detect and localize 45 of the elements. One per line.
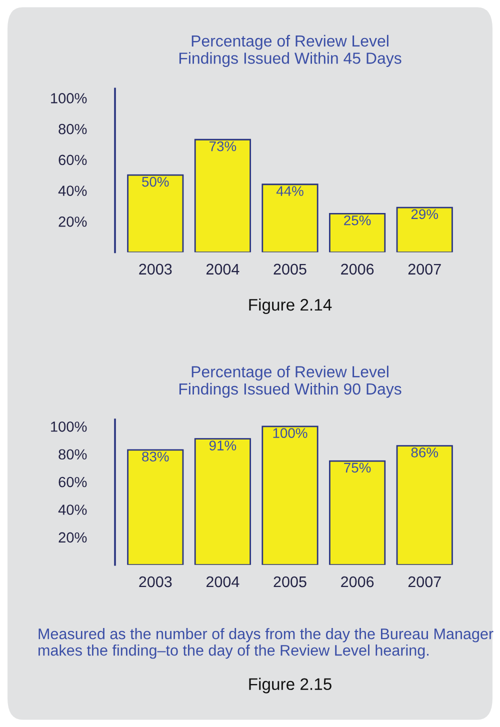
x-tick-label: 2004	[206, 576, 240, 588]
bar	[262, 184, 318, 252]
chart-title: Percentage of Review Level Findings Issued Within 90 Days	[179, 366, 402, 398]
bar	[329, 212, 386, 252]
y-tick-label: 20%	[58, 216, 87, 227]
bar	[194, 438, 251, 565]
data-label: 83%	[142, 452, 169, 462]
x-tick-label: 2005	[274, 264, 306, 275]
data-label: 50%	[142, 176, 169, 187]
y-tick-label: 40%	[58, 186, 87, 196]
y-tick-label: 40%	[58, 504, 87, 515]
y-tick-label: 80%	[58, 124, 87, 134]
caption: Figure 2.14	[249, 298, 332, 314]
bar	[396, 206, 453, 252]
x-tick-label: 2007	[408, 264, 441, 275]
data-label: 44%	[276, 186, 304, 196]
y-tick-label: 20%	[58, 532, 87, 543]
text: Measured as the number of days from the day the Bureau Manager makes the finding–to the day of the Review Level hearing.	[38, 628, 494, 659]
y-tick-label: 100%	[51, 422, 87, 432]
bar	[262, 426, 318, 565]
x-tick-label: 2007	[408, 576, 441, 588]
y-tick-label: 80%	[58, 449, 87, 460]
data-label: 25%	[344, 215, 371, 226]
bar	[127, 174, 184, 252]
data-label: 29%	[411, 209, 438, 220]
x-tick-label: 2005	[274, 576, 306, 588]
data-label: 75%	[344, 462, 371, 473]
x-tick-label: 2006	[341, 264, 374, 275]
data-label: 100%	[273, 428, 308, 438]
x-tick-label: 2003	[139, 264, 172, 275]
x-tick-label: 2003	[139, 576, 172, 588]
bar	[127, 449, 184, 565]
data-label: 86%	[411, 448, 438, 458]
bar	[194, 138, 251, 252]
y-tick-label: 60%	[58, 476, 87, 488]
data-label: 91%	[209, 440, 236, 450]
x-tick-label: 2004	[206, 264, 240, 275]
y-tick-label: 60%	[58, 154, 87, 166]
x-tick-label: 2006	[341, 576, 374, 588]
bar	[396, 445, 453, 565]
chart-title: Percentage of Review Level Findings Issued Within 45 Days	[179, 34, 402, 68]
y-tick-label: 100%	[51, 93, 87, 104]
data-label: 73%	[210, 141, 236, 152]
caption: Figure 2.15	[249, 678, 332, 694]
bar	[329, 460, 386, 565]
